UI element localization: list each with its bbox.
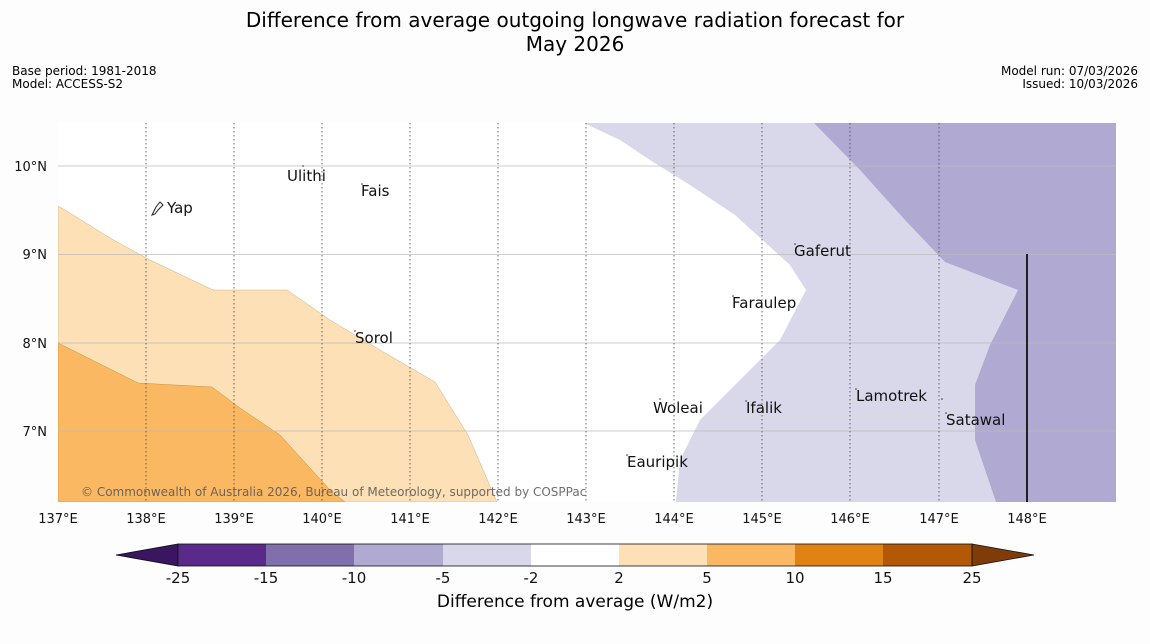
colorbar-tick: -10 — [342, 569, 367, 587]
colorbar-tick: 5 — [702, 569, 712, 587]
colorbar-tick: 10 — [785, 569, 804, 587]
colorbar-label: Difference from average (W/m2) — [436, 592, 714, 612]
colorbar-tick: 15 — [873, 569, 892, 587]
colorbar-tick: 2 — [614, 569, 624, 587]
colorbar-bin-8 — [795, 544, 883, 566]
meta-left: Base period: 1981-2018 Model: ACCESS-S2 — [12, 65, 157, 91]
longitude-gridlines — [145, 123, 940, 502]
place-fais: Fais — [361, 182, 390, 200]
colorbar-tick: -5 — [436, 569, 451, 587]
map-panel: Ulithi Fais Yap Gaferut Faraulep Sorol L… — [58, 123, 1116, 502]
place-woleai: Woleai — [653, 399, 703, 417]
colorbar-frame — [177, 543, 973, 567]
colorbar-tick: -2 — [524, 569, 539, 587]
anomaly-region-orange — [58, 342, 346, 502]
latitude-labels: 10°N 9°N 8°N 7°N — [14, 160, 47, 440]
colorbar-bin-9 — [883, 544, 972, 566]
model-text: Model: ACCESS-S2 — [12, 77, 124, 91]
lon-label-146e: 146°E — [830, 512, 870, 527]
colorbar-tick: -25 — [166, 569, 191, 587]
place-lamotrek: Lamotrek — [856, 387, 927, 405]
place-yap: Yap — [166, 199, 193, 217]
colorbar-bin-7 — [707, 544, 795, 566]
issued-text: Issued: 10/03/2026 — [1022, 77, 1138, 91]
colorbar-high-arrow — [971, 543, 1035, 567]
colorbar: -25 -15 -10 -5 -2 2 5 10 15 25 — [115, 543, 1035, 587]
colorbar-bin-4 — [443, 544, 531, 566]
lon-label-140e: 140°E — [302, 512, 342, 527]
place-labels: Ulithi Fais Yap Gaferut Faraulep Sorol L… — [166, 167, 1005, 471]
lon-label-147e: 147°E — [919, 512, 959, 527]
lat-label-10n: 10°N — [14, 160, 47, 175]
place-sorol: Sorol — [355, 329, 393, 347]
colorbar-tick: 25 — [962, 569, 981, 587]
lat-label-7n: 7°N — [23, 425, 48, 440]
colorbar-bin-6 — [619, 544, 707, 566]
lon-label-143e: 143°E — [566, 512, 606, 527]
place-eauripik: Eauripik — [627, 453, 688, 471]
lon-label-142e: 142°E — [478, 512, 518, 527]
anomaly-region-medium-purple — [814, 123, 1116, 502]
colorbar-tick: -15 — [254, 569, 279, 587]
lon-label-141e: 141°E — [390, 512, 430, 527]
island-markers — [302, 165, 947, 456]
lat-label-9n: 9°N — [23, 248, 48, 263]
meta-right: Model run: 07/03/2026 Issued: 10/03/2026 — [1001, 65, 1138, 91]
colorbar-bin-2 — [266, 544, 354, 566]
place-ulithi: Ulithi — [287, 167, 326, 185]
lon-label-148e: 148°E — [1007, 512, 1047, 527]
colorbar-bin-3 — [354, 544, 443, 566]
colorbar-low-arrow — [115, 543, 179, 567]
lon-label-144e: 144°E — [654, 512, 694, 527]
title-line-1: Difference from average outgoing longwav… — [245, 8, 905, 32]
lon-label-138e: 138°E — [126, 512, 166, 527]
place-satawal: Satawal — [946, 411, 1005, 429]
lon-label-137e: 137°E — [38, 512, 78, 527]
place-ifalik: Ifalik — [746, 399, 782, 417]
lat-label-8n: 8°N — [23, 337, 48, 352]
lon-label-139e: 139°E — [214, 512, 254, 527]
base-period-text: Base period: 1981-2018 — [12, 64, 157, 78]
copyright-text: © Commonwealth of Australia 2026, Bureau… — [81, 485, 586, 499]
model-run-text: Model run: 07/03/2026 — [1000, 64, 1138, 78]
place-gaferut: Gaferut — [794, 242, 851, 260]
colorbar-bin-1 — [178, 544, 266, 566]
yap-island-outline — [151, 201, 164, 216]
chart-title: Difference from average outgoing longwav… — [0, 8, 1150, 56]
lon-label-145e: 145°E — [742, 512, 782, 527]
longitude-labels: 137°E 138°E 139°E 140°E 141°E 142°E 143°… — [38, 512, 1047, 527]
colorbar-bin-5 — [531, 544, 619, 566]
colorbar-ticks: -25 -15 -10 -5 -2 2 5 10 15 25 — [166, 569, 982, 587]
title-line-2: May 2026 — [525, 32, 625, 56]
place-faraulep: Faraulep — [732, 294, 796, 312]
